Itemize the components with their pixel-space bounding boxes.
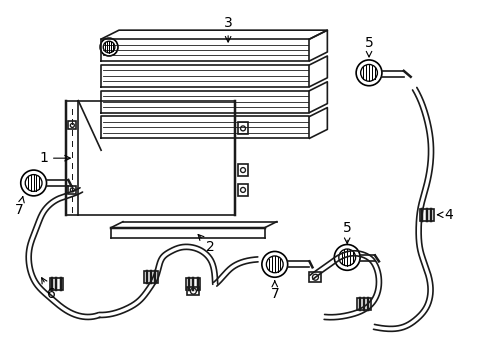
Bar xyxy=(238,164,247,176)
Circle shape xyxy=(355,60,381,86)
Circle shape xyxy=(262,251,287,277)
Text: 4: 4 xyxy=(437,208,452,222)
Circle shape xyxy=(20,170,46,196)
Bar xyxy=(356,298,370,310)
Text: 3: 3 xyxy=(224,16,232,42)
Bar xyxy=(309,272,321,282)
Bar xyxy=(419,209,433,221)
Circle shape xyxy=(334,244,359,270)
Text: 5: 5 xyxy=(342,221,351,243)
Bar xyxy=(238,122,247,134)
Text: 5: 5 xyxy=(364,36,373,57)
Text: 6: 6 xyxy=(41,278,56,301)
Text: 2: 2 xyxy=(198,234,214,255)
Bar xyxy=(68,186,76,194)
Bar xyxy=(49,278,63,290)
Text: 7: 7 xyxy=(270,281,279,301)
Bar xyxy=(143,271,157,283)
Bar xyxy=(187,287,199,295)
Circle shape xyxy=(100,38,118,56)
Bar xyxy=(186,278,200,290)
Text: 7: 7 xyxy=(15,197,24,217)
Text: 1: 1 xyxy=(39,151,70,165)
Bar xyxy=(238,184,247,196)
Bar xyxy=(68,121,76,129)
